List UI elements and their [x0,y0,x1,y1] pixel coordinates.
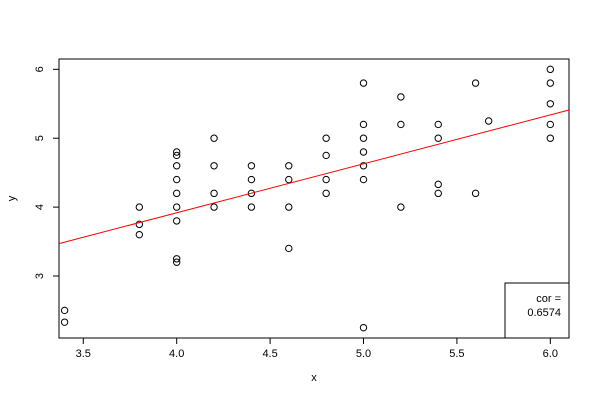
data-point [359,162,368,170]
x-tick-label: 4.5 [262,348,277,360]
data-point [322,134,330,142]
data-point [172,258,181,266]
data-point [60,318,69,326]
data-point [247,189,256,198]
data-point [172,217,181,225]
data-point [546,134,555,142]
y-axis: 3 4 5 6 [34,66,59,279]
data-point [210,203,218,211]
data-points [60,65,555,332]
y-tick-label: 6 [34,66,46,72]
data-point [285,203,293,211]
data-point [546,100,555,108]
data-point [172,189,181,198]
legend-box [504,282,570,339]
data-point [172,175,181,184]
y-tick-label: 3 [34,273,46,279]
y-tick-label: 5 [34,135,46,141]
data-point [247,175,256,184]
x-tick-label: 3.5 [76,348,91,360]
data-point [172,255,181,263]
data-point [359,323,368,332]
data-point [359,120,368,129]
x-tick-label: 6.0 [543,348,558,360]
data-point [172,151,181,160]
data-point [135,220,144,229]
regression-line [58,109,570,245]
data-point [210,189,218,198]
data-point [359,134,368,142]
data-point [434,189,442,198]
data-point [247,162,256,170]
data-point [484,117,493,125]
x-axis: 3.5 4.0 4.5 5.0 5.5 6.0 [76,338,558,360]
data-point [546,79,555,87]
data-point [135,230,144,239]
legend-value: 0.6574 [527,307,561,319]
data-point [359,148,368,156]
data-point [546,120,555,129]
data-point [434,180,442,189]
data-point [285,175,293,184]
data-point [210,162,218,170]
data-point [471,189,480,198]
data-point [322,175,330,184]
data-point [285,244,293,253]
data-point [471,79,480,87]
data-point [397,120,405,129]
data-point [210,134,218,142]
data-point [172,148,181,156]
data-point [322,151,330,160]
data-point [285,162,293,170]
data-point [172,162,181,170]
data-point [172,203,181,211]
data-point [546,65,555,74]
y-tick-label: 4 [34,204,46,210]
y-axis-label: y [6,195,18,201]
data-point [434,120,442,129]
legend-label: cor = [536,293,561,305]
data-point [247,203,256,211]
data-point [322,189,330,198]
data-point [60,306,69,315]
data-point [397,203,405,211]
data-point [359,79,368,87]
x-axis-label: x [311,372,317,384]
x-tick-label: 5.5 [449,348,464,360]
x-tick-label: 4.0 [169,348,184,360]
data-point [359,175,368,184]
data-point [397,93,405,101]
data-point [135,203,144,211]
plot-area [58,58,570,339]
legend: cor = 0.6574 [504,282,570,339]
x-tick-label: 5.0 [356,348,371,360]
data-point [434,134,442,142]
